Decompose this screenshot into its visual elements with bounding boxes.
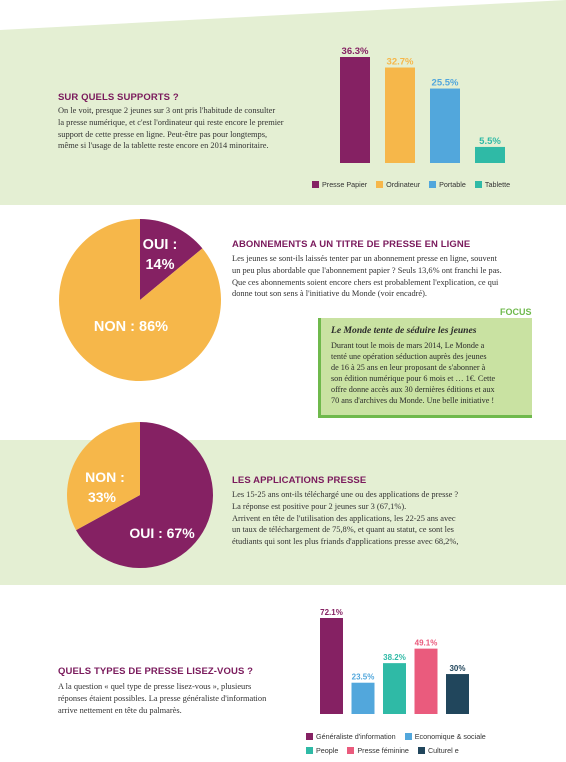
- section3-text: Les 15-25 ans ont-ils téléchargé une ou …: [232, 489, 458, 548]
- legend-swatch: [474, 181, 482, 188]
- section1-line: même si l'usage de la tablette reste enc…: [58, 141, 269, 151]
- section4-line: A la question « quel type de presse lise…: [58, 682, 252, 691]
- legend-swatch: [404, 733, 412, 740]
- pie-label-non-value: 33%: [88, 489, 117, 505]
- section3-line: Arrivent en tête de l'utilisation des ap…: [232, 513, 456, 523]
- legend-label: Portable: [439, 180, 466, 189]
- legend-item: Presse Papier: [312, 180, 367, 189]
- legend-label: Généraliste d'information: [316, 732, 396, 741]
- section1-line: la presse numérique, et c'est l'ordinate…: [58, 117, 284, 127]
- applications-pie-chart: NON : 33% OUI : 67%: [67, 422, 214, 568]
- bar: [446, 674, 469, 714]
- legend-label: Economique & sociale: [414, 732, 486, 741]
- abonnements-pie-chart: OUI : 14% NON : 86%: [58, 219, 221, 381]
- pie-label-non: NON : 86%: [94, 319, 168, 335]
- legend-swatch: [306, 733, 313, 740]
- pie-label-oui-value: 14%: [145, 257, 174, 273]
- legend-item: Culturel e: [417, 746, 459, 755]
- focus-label: FOCUS: [500, 307, 532, 317]
- section3-line: un taux de téléchargement de 75,8%, et q…: [232, 525, 454, 535]
- bar-value-label: 23.5%: [352, 673, 375, 682]
- supports-legend: Presse Papier Ordinateur Portable Tablette: [312, 180, 519, 189]
- legend-item: Ordinateur: [376, 180, 420, 189]
- bar: [320, 618, 343, 714]
- bar-value-label: 36.3%: [342, 46, 369, 57]
- section1-line: On le voit, presque 2 jeunes sur 3 ont p…: [58, 106, 276, 115]
- pie-slice: [76, 422, 214, 568]
- focus-box: Le Monde tente de séduire les jeunes Dur…: [318, 318, 532, 418]
- legend-label: Culturel e: [427, 746, 459, 755]
- section4-text: A la question « quel type de presse lise…: [58, 681, 266, 716]
- bar-value-label: 38.2%: [383, 653, 406, 662]
- section3-line: étudiants qui sont les plus friands d'ap…: [232, 537, 459, 547]
- section4-line: réponses étaient possibles. La presse gé…: [58, 693, 267, 703]
- bar: [414, 648, 438, 714]
- bar: [385, 67, 415, 163]
- bar: [351, 682, 375, 714]
- focus-line: tenté une opération séduction auprès des…: [331, 352, 487, 361]
- section3-line: Les 15-25 ans ont-ils téléchargé une ou …: [232, 490, 459, 499]
- section2-line: donne tout son sens à l'initiative du Mo…: [232, 289, 428, 299]
- pie-label-non: NON :: [85, 469, 125, 485]
- bar-value-label: 32.7%: [387, 57, 414, 68]
- legend-swatch: [417, 747, 425, 754]
- section3-line: La réponse est positive pour 2 jeunes su…: [232, 501, 407, 511]
- pie-slice: [58, 219, 221, 381]
- section2-line: Que ces abonnements soient encore chers …: [232, 277, 499, 287]
- legend-swatch: [306, 747, 313, 754]
- section4-heading: QUELS TYPES DE PRESSE LISEZ-VOUS ?: [58, 666, 254, 677]
- supports-bar-chart: 36.3% 32.7% 25.5% 5.5%: [340, 46, 505, 163]
- focus-line: son édition numérique pour 6 mois et … 1…: [331, 374, 496, 383]
- legend-label: Tablette: [484, 180, 511, 189]
- focus-title: Le Monde tente de séduire les jeunes: [331, 325, 477, 336]
- focus-line: de 16 à 25 ans en leur proposant de s'ab…: [331, 363, 486, 372]
- legend-swatch: [347, 747, 355, 754]
- legend-swatch: [429, 181, 437, 188]
- section3-heading: LES APPLICATIONS PRESSE: [232, 475, 367, 486]
- bar: [430, 88, 460, 163]
- section1-heading: SUR QUELS SUPPORTS ?: [58, 92, 179, 103]
- legend-item: People: [306, 746, 338, 755]
- focus-line: 70 ans d'archives du Monde. Une belle in…: [331, 396, 495, 405]
- pie-label-oui: OUI : 67%: [129, 525, 195, 541]
- bar-value-label: 25.5%: [432, 78, 459, 89]
- focus-text: Durant tout le mois de mars 2014, Le Mon…: [331, 340, 523, 406]
- types-legend-row1: Généraliste d'information Economique & so…: [306, 732, 495, 741]
- types-legend-row2: People Presse féminine Culturel e: [306, 746, 468, 755]
- bar: [475, 146, 505, 163]
- section4-line: arrive nettement en tête du palmarès.: [58, 705, 182, 715]
- section1-text: On le voit, presque 2 jeunes sur 3 ont p…: [58, 105, 284, 152]
- legend-item: Portable: [429, 180, 466, 189]
- types-presse-bar-chart: 72.1% 23.5% 38.2% 49.1% 30%: [320, 608, 469, 714]
- legend-label: Presse Papier: [322, 180, 368, 189]
- legend-swatch: [312, 181, 319, 188]
- legend-swatch: [376, 181, 384, 188]
- legend-item: Presse féminine: [347, 746, 409, 755]
- pie-slice: [67, 422, 140, 531]
- section2-line: un peu plus abordable que l'abonnement p…: [232, 265, 502, 275]
- bar-value-label: 72.1%: [320, 608, 343, 617]
- focus-line: offre donne accès aux 30 dernières éditi…: [331, 385, 495, 394]
- legend-item: Tablette: [474, 180, 511, 189]
- bar: [340, 57, 370, 163]
- pie-label-oui: OUI :: [143, 237, 178, 253]
- legend-item: Généraliste d'information: [306, 732, 396, 741]
- focus-line: Durant tout le mois de mars 2014, Le Mon…: [331, 341, 485, 350]
- section2-heading: ABONNEMENTS A UN TITRE DE PRESSE EN LIGN…: [232, 239, 471, 250]
- pie-slice: [140, 219, 203, 300]
- legend-label: People: [316, 746, 339, 755]
- bar-value-label: 49.1%: [415, 639, 438, 648]
- legend-label: Ordinateur: [386, 180, 421, 189]
- legend-item: Economique & sociale: [404, 732, 486, 741]
- section1-line: support de cette presse en ligne. Peut-ê…: [58, 129, 268, 139]
- section2-line: Les jeunes se sont-ils laissés tenter pa…: [232, 254, 497, 263]
- legend-label: Presse féminine: [357, 746, 409, 755]
- section2-text: Les jeunes se sont-ils laissés tenter pa…: [232, 253, 502, 300]
- bar-value-label: 30%: [449, 664, 465, 673]
- bar-value-label: 5.5%: [479, 136, 501, 147]
- bar: [383, 663, 406, 714]
- green-band-1: [0, 0, 566, 205]
